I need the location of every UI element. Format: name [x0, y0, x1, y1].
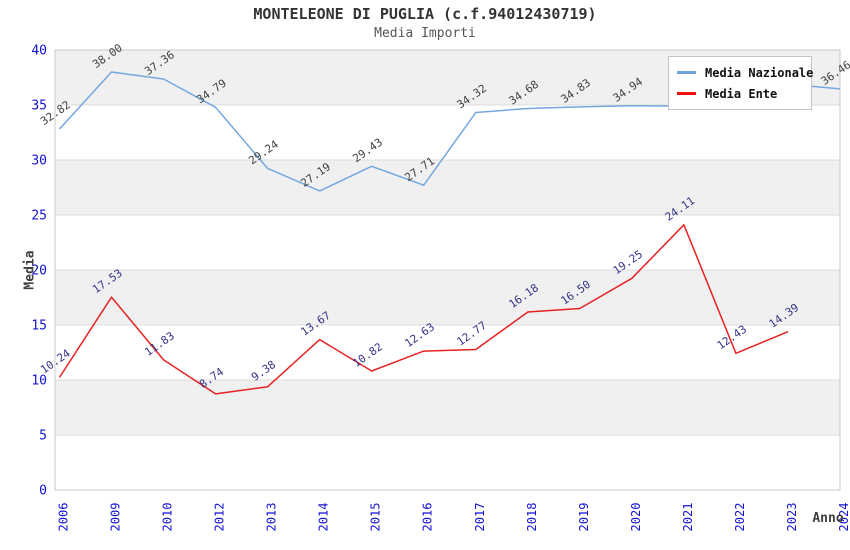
series-line-media-ente — [58, 224, 789, 395]
plot-band — [55, 435, 840, 490]
legend: Media Nazionale Media Ente — [668, 56, 813, 110]
plot-band — [55, 380, 840, 435]
y-tick-label: 0 — [39, 484, 47, 499]
x-tick-label: 2012 — [213, 503, 227, 532]
x-tick-label: 2010 — [161, 503, 175, 532]
y-tick-label: 30 — [31, 154, 47, 169]
legend-item-media-ente: Media Ente — [677, 83, 803, 104]
y-tick-label: 5 — [39, 429, 47, 444]
x-tick-label: 2014 — [317, 503, 331, 532]
x-tick-label: 2016 — [421, 503, 435, 532]
plot-border — [54, 49, 841, 491]
x-tick-label: 2023 — [785, 503, 799, 532]
x-tick-label: 2018 — [525, 503, 539, 532]
y-tick-label: 40 — [31, 44, 47, 59]
x-tick-label: 2015 — [369, 503, 383, 532]
x-tick-label: 2020 — [629, 503, 643, 532]
y-tick-label: 10 — [31, 374, 47, 389]
y-axis-title: Media — [23, 250, 38, 289]
chart-subtitle: Media Importi — [374, 26, 476, 41]
x-tick-label: 2024 — [837, 503, 850, 532]
x-tick-label: 2006 — [57, 503, 71, 532]
legend-item-label: Media Nazionale — [705, 65, 814, 80]
legend-swatch-icon — [677, 71, 696, 74]
plot-band — [55, 270, 840, 325]
plot-band — [55, 325, 840, 380]
x-tick-label: 2017 — [473, 503, 487, 532]
legend-item-media-nazionale: Media Nazionale — [677, 62, 813, 83]
plot-band — [55, 160, 840, 215]
x-tick-label: 2013 — [265, 503, 279, 532]
y-tick-label: 15 — [31, 319, 47, 334]
x-axis-title: Anno — [812, 511, 843, 526]
legend-swatch-icon — [677, 92, 696, 95]
chart-title: MONTELEONE DI PUGLIA (c.f.94012430719) — [253, 5, 597, 23]
y-tick-label: 35 — [31, 99, 47, 114]
legend-item-label: Media Ente — [705, 86, 778, 101]
x-tick-label: 2019 — [577, 503, 591, 532]
x-tick-label: 2022 — [733, 503, 747, 532]
y-tick-label: 25 — [31, 209, 47, 224]
x-tick-label: 2009 — [109, 503, 123, 532]
y-tick-label: 20 — [31, 264, 47, 279]
x-tick-label: 2021 — [681, 503, 695, 532]
plot-band — [55, 215, 840, 270]
